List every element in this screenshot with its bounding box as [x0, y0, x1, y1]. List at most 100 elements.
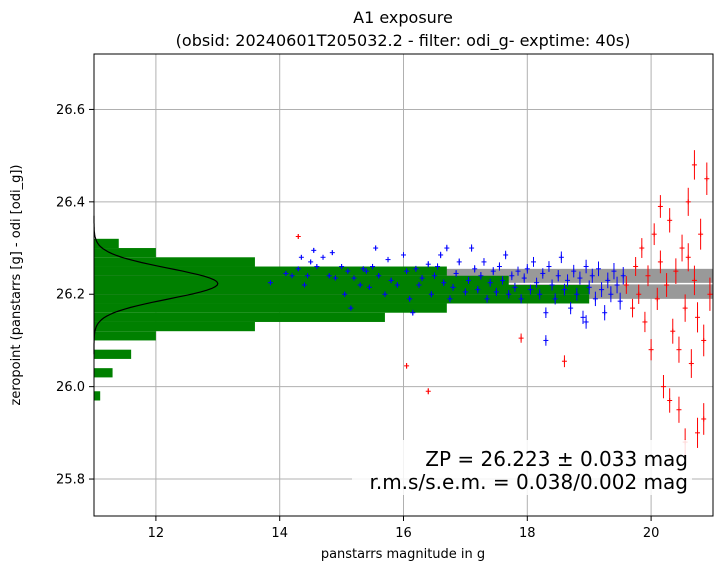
rejected-star-point — [636, 284, 642, 304]
used-star-point — [580, 310, 586, 324]
used-star-point — [453, 270, 459, 277]
used-star-point — [283, 270, 289, 276]
histogram-bar — [94, 368, 113, 378]
used-star-point — [462, 288, 468, 296]
rejected-star-point — [670, 318, 676, 344]
used-star-point — [605, 272, 611, 289]
used-star-point — [444, 244, 450, 252]
used-star-point — [404, 268, 410, 274]
used-star-point — [574, 287, 580, 301]
rejected-star-point — [657, 195, 663, 218]
used-star-point — [500, 276, 506, 285]
used-star-point — [305, 273, 311, 279]
used-star-point — [484, 294, 490, 303]
used-star-point — [595, 261, 601, 277]
rejected-star-point — [685, 243, 691, 272]
rejected-star-point — [676, 336, 682, 363]
histogram-bar — [94, 266, 447, 276]
rejected-star-point — [688, 349, 694, 378]
rejected-star-point — [707, 277, 713, 311]
used-star-point — [487, 278, 493, 287]
used-star-point — [577, 271, 583, 285]
used-star-point — [469, 244, 475, 252]
used-star-point — [472, 265, 478, 273]
rejected-star-point — [295, 233, 301, 239]
used-star-point — [410, 309, 416, 316]
used-star-point — [599, 282, 605, 298]
used-star-point — [329, 250, 335, 256]
x-axis-label: panstarrs magnitude in g — [321, 547, 485, 562]
rejected-star-point — [639, 238, 645, 258]
used-star-point — [394, 282, 400, 288]
y-tick-label: 26.6 — [56, 103, 85, 118]
x-tick-label: 16 — [395, 526, 412, 541]
histogram-bar — [94, 275, 509, 285]
rejected-star-point — [648, 339, 654, 361]
used-star-point — [555, 270, 561, 282]
used-star-point — [465, 276, 471, 284]
used-star-point — [586, 280, 592, 295]
histogram-bar — [94, 294, 590, 304]
rejected-star-point — [667, 388, 673, 413]
used-star-point — [342, 291, 348, 297]
used-star-point — [537, 289, 543, 300]
used-star-point — [527, 284, 533, 295]
histogram-bar — [94, 349, 132, 359]
used-star-point — [441, 279, 447, 286]
chart-subtitle: (obsid: 20240601T205032.2 - filter: odi_… — [176, 31, 631, 51]
used-star-point — [450, 283, 456, 291]
used-star-point — [326, 273, 332, 279]
used-star-point — [518, 294, 524, 304]
rejected-star-point — [695, 417, 701, 448]
gaussian-fit-curve — [93, 215, 219, 355]
rejected-star-point — [633, 257, 639, 277]
rejected-star-point — [695, 302, 701, 333]
used-star-point — [534, 277, 540, 288]
used-star-point — [558, 251, 564, 264]
used-star-point — [413, 265, 419, 272]
rejected-star-point — [660, 375, 666, 399]
used-star-point — [602, 305, 608, 321]
rejected-star-point — [654, 287, 660, 310]
used-star-point — [493, 287, 499, 296]
used-star-point — [506, 289, 512, 299]
y-tick-label: 25.8 — [56, 473, 85, 488]
rejected-star-point — [425, 388, 431, 395]
used-star-point — [552, 293, 558, 305]
plot-area — [93, 53, 714, 517]
used-star-point — [611, 262, 617, 280]
used-star-point — [435, 263, 441, 270]
used-star-point — [438, 251, 444, 259]
used-star-point — [308, 259, 314, 265]
rejected-star-point — [664, 273, 670, 297]
used-star-point — [496, 262, 502, 271]
rejected-star-point — [561, 355, 567, 368]
used-star-point — [546, 261, 552, 272]
rejected-star-point — [704, 162, 710, 195]
used-star-point — [515, 266, 521, 276]
rejected-star-point — [651, 223, 657, 246]
used-star-point — [295, 266, 301, 272]
histogram-bar — [94, 248, 156, 258]
y-axis-label: zeropoint (panstarrs [g] - odi [odi_g]) — [9, 165, 24, 406]
x-tick-label: 14 — [271, 526, 288, 541]
used-star-point — [376, 273, 382, 279]
rejected-star-point — [630, 298, 636, 318]
used-star-point — [565, 274, 571, 287]
y-tick-label: 26.2 — [56, 288, 85, 303]
used-star-point — [385, 256, 391, 263]
used-star-point — [373, 245, 379, 251]
used-star-point — [357, 282, 363, 288]
data-points — [267, 150, 713, 456]
rejected-star-point — [679, 234, 685, 262]
histogram-bar — [94, 257, 255, 267]
rejected-star-point — [623, 276, 629, 294]
used-star-point — [512, 282, 518, 292]
rejected-star-point — [682, 294, 688, 322]
used-star-point — [289, 273, 295, 279]
used-star-point — [614, 276, 620, 294]
used-star-point — [416, 282, 422, 288]
used-star-point — [339, 264, 345, 270]
used-star-point — [509, 271, 515, 281]
rejected-star-point — [518, 333, 524, 343]
